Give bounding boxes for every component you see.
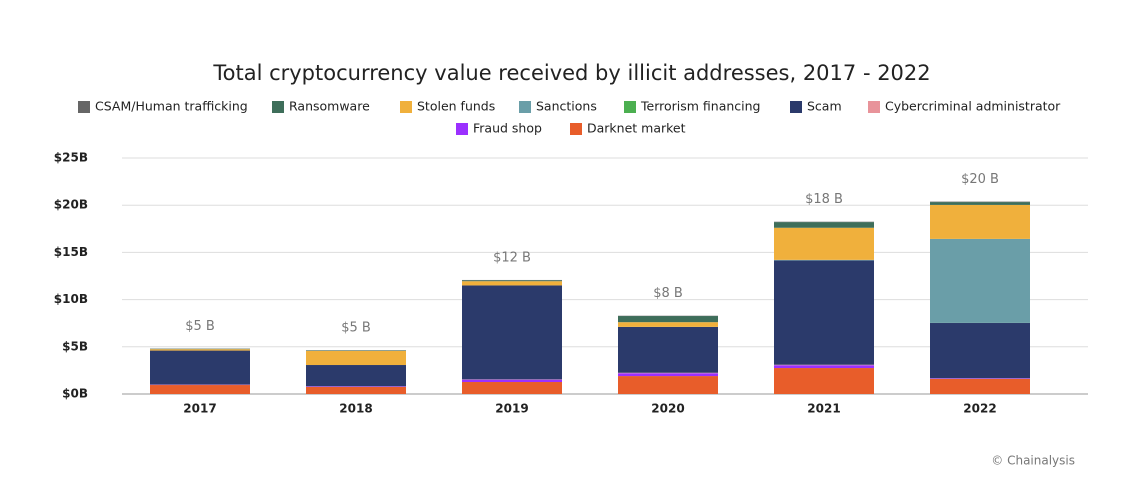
bar-segment — [930, 205, 1030, 239]
y-tick-label: $5B — [62, 339, 88, 353]
bar-segment — [618, 376, 718, 394]
bar-segment — [774, 222, 874, 228]
legend-swatch — [456, 123, 468, 135]
total-label: $18 B — [805, 192, 843, 207]
bar-segment — [150, 349, 250, 350]
x-tick-label: 2020 — [651, 402, 684, 416]
bar-segment — [930, 239, 1030, 323]
x-tick-label: 2018 — [339, 402, 372, 416]
x-tick-label: 2019 — [495, 402, 528, 416]
legend-label: Ransomware — [289, 99, 370, 114]
bar-segment — [462, 380, 562, 382]
x-tick-label: 2017 — [183, 402, 216, 416]
legend-label: CSAM/Human trafficking — [95, 99, 248, 114]
legend-label: Sanctions — [536, 99, 597, 114]
bar-segment — [462, 281, 562, 285]
total-label: $12 B — [493, 250, 531, 265]
legend-swatch — [790, 101, 802, 113]
total-label: $20 B — [961, 172, 999, 187]
x-tick-label: 2021 — [807, 402, 840, 416]
bar-segment — [774, 260, 874, 364]
legend-swatch — [624, 101, 636, 113]
total-label: $5 B — [341, 321, 371, 336]
x-tick-label: 2022 — [963, 402, 996, 416]
bar-segment — [306, 365, 406, 386]
y-tick-label: $10B — [54, 292, 88, 306]
legend-label: Darknet market — [587, 121, 686, 136]
total-label: $5 B — [185, 319, 215, 334]
legend-swatch — [400, 101, 412, 113]
bar-segment — [774, 228, 874, 260]
legend-swatch — [272, 101, 284, 113]
bar-segment — [306, 387, 406, 394]
bar-segment — [930, 323, 1030, 378]
legend-label: Scam — [807, 99, 842, 114]
bar-segment — [618, 327, 718, 373]
total-label: $8 B — [653, 286, 683, 301]
bar-segment — [150, 351, 250, 385]
bar-segment — [618, 322, 718, 327]
y-tick-label: $25B — [54, 151, 88, 165]
bar-segment — [462, 280, 562, 281]
legend-label: Terrorism financing — [640, 99, 761, 114]
legend-swatch — [570, 123, 582, 135]
source: © Chainalysis — [991, 454, 1075, 468]
legend-label: Fraud shop — [473, 121, 542, 136]
bar-segment — [306, 351, 406, 365]
legend-swatch — [868, 101, 880, 113]
bar-segment — [774, 365, 874, 368]
bar-segment — [618, 316, 718, 322]
legend-label: Stolen funds — [417, 99, 495, 114]
bar-segment — [930, 202, 1030, 205]
legend-swatch — [519, 101, 531, 113]
bar-segment — [774, 368, 874, 394]
bar-segment — [618, 373, 718, 376]
y-tick-label: $15B — [54, 245, 88, 259]
bar-segment — [462, 382, 562, 394]
chart-title: Total cryptocurrency value received by i… — [212, 61, 930, 85]
bar-segment — [150, 385, 250, 394]
y-tick-label: $0B — [62, 387, 88, 401]
bar-segment — [930, 379, 1030, 394]
y-tick-label: $20B — [54, 198, 88, 212]
bar-segment — [462, 285, 562, 379]
legend-swatch — [78, 101, 90, 113]
legend-label: Cybercriminal administrator — [885, 99, 1061, 114]
